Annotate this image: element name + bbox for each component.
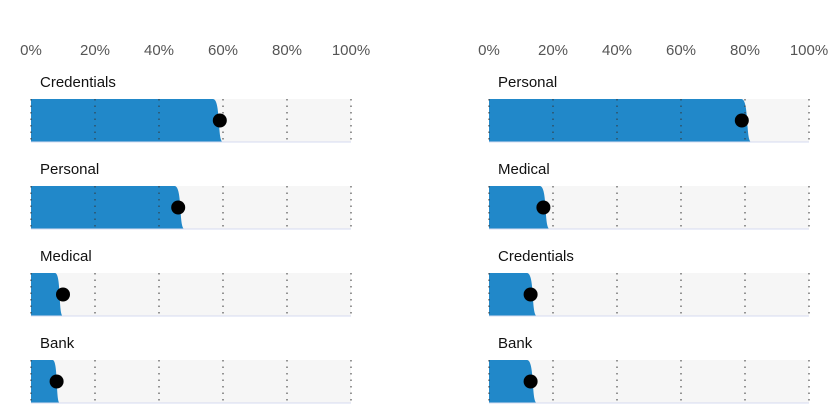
bar bbox=[31, 99, 223, 142]
chart-panel-2: 0% 20% 40% 60% 80% 100% Personal Medical Credent… bbox=[478, 42, 828, 404]
x-tick-label: 0% bbox=[478, 42, 500, 59]
bar-row: Personal bbox=[30, 161, 352, 230]
bar bbox=[31, 360, 60, 403]
marker-dot bbox=[49, 374, 64, 389]
x-tick-label: 40% bbox=[144, 42, 174, 59]
x-tick-label: 60% bbox=[666, 42, 696, 59]
category-label: Bank bbox=[498, 335, 533, 352]
category-label: Personal bbox=[40, 161, 99, 178]
bar bbox=[489, 360, 537, 403]
marker-dot bbox=[171, 200, 186, 215]
marker-dot bbox=[212, 113, 227, 128]
bar bbox=[31, 186, 185, 229]
bar-track bbox=[489, 360, 809, 403]
bar-track bbox=[31, 273, 351, 316]
bar-track bbox=[489, 273, 809, 316]
x-tick-label: 100% bbox=[790, 42, 828, 59]
x-tick-label: 40% bbox=[602, 42, 632, 59]
marker-dot bbox=[523, 374, 538, 389]
marker-dot bbox=[734, 113, 749, 128]
bar-row: Bank bbox=[488, 335, 810, 404]
bar-row: Credentials bbox=[488, 248, 810, 317]
x-tick-label: 60% bbox=[208, 42, 238, 59]
chart-panel-1: 0% 20% 40% 60% 80% 100% Credentials Personal Med… bbox=[20, 42, 370, 404]
bar-row: Credentials bbox=[30, 74, 352, 143]
bar bbox=[31, 273, 63, 316]
category-label: Medical bbox=[40, 248, 92, 265]
bar-row: Bank bbox=[30, 335, 352, 404]
bar-row: Medical bbox=[488, 161, 810, 230]
bar bbox=[489, 186, 550, 229]
category-label: Bank bbox=[40, 335, 75, 352]
marker-dot bbox=[536, 200, 551, 215]
marker-dot bbox=[523, 287, 538, 302]
x-tick-label: 100% bbox=[332, 42, 370, 59]
x-tick-label: 0% bbox=[20, 42, 42, 59]
x-tick-label: 80% bbox=[730, 42, 760, 59]
category-label: Credentials bbox=[40, 74, 116, 91]
bar bbox=[489, 273, 537, 316]
x-tick-label: 20% bbox=[538, 42, 568, 59]
bar bbox=[489, 99, 752, 142]
bar-track bbox=[31, 360, 351, 403]
marker-dot bbox=[56, 287, 70, 302]
bar-row: Medical bbox=[30, 248, 352, 317]
x-tick-label: 20% bbox=[80, 42, 110, 59]
bar-row: Personal bbox=[488, 74, 810, 143]
category-label: Medical bbox=[498, 161, 550, 178]
x-tick-label: 80% bbox=[272, 42, 302, 59]
category-label: Personal bbox=[498, 74, 557, 91]
category-label: Credentials bbox=[498, 248, 574, 265]
